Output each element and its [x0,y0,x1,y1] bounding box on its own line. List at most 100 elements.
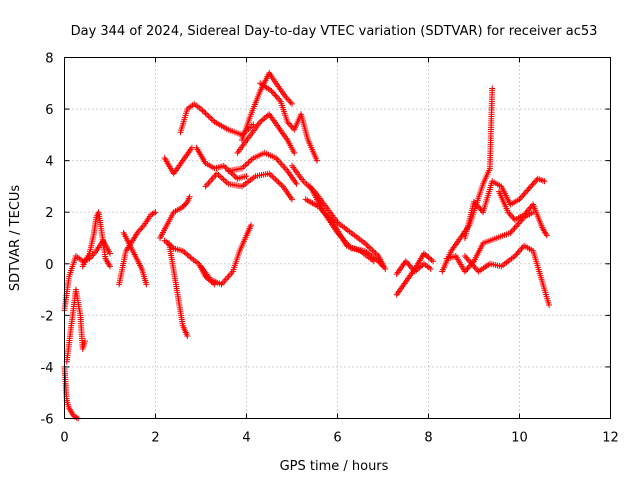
data-point-marker [513,251,520,258]
y-tick-label: -2 [41,309,54,324]
data-point-marker [521,211,528,218]
data-point-marker [476,204,483,211]
data-point-marker [526,184,533,191]
y-tick-label: 6 [45,103,53,118]
data-point-marker [529,181,536,188]
data-point-marker [268,88,275,95]
x-tick-label: 2 [151,431,159,446]
y-tick-label: -6 [41,413,54,428]
data-point-marker [430,258,437,265]
data-point-marker [81,338,88,345]
data-point-marker [461,268,468,275]
data-point-marker [184,332,191,339]
data-point-marker [273,93,280,100]
data-point-marker [543,232,550,239]
data-point-marker [275,179,282,186]
data-point-marker [516,196,523,203]
data-point-marker [366,244,373,251]
data-point-marker [205,113,212,120]
x-tick-label: 4 [242,431,250,446]
y-tick-label: -4 [41,361,54,376]
data-point-marker [286,97,293,104]
data-point-marker [507,212,514,219]
data-point-marker [525,186,532,193]
data-point-marker [515,248,522,255]
data-point-marker [288,123,295,130]
data-point-marker [380,263,386,270]
data-point-marker [511,253,518,260]
data-point-marker [186,193,193,200]
data-point-marker [243,173,250,180]
chart-title: Day 344 of 2024, Sidereal Day-to-day VTE… [71,24,598,39]
data-point-marker [427,265,434,272]
data-point-marker [465,264,472,271]
data-point-marker [289,100,295,107]
data-point-marker [201,108,208,115]
data-point-marker [207,114,214,121]
data-point-marker [138,225,145,232]
data-point-marker [272,176,279,183]
data-point-marker [204,111,211,118]
data-point-marker [526,205,533,212]
y-tick-label: 8 [45,52,53,67]
data-point-marker [289,196,295,203]
data-point-marker [510,215,517,222]
data-point-marker [474,203,481,210]
data-point-marker [477,206,484,213]
data-point-marker [364,243,371,250]
data-point-marker [378,262,385,269]
grid-lines [64,57,611,419]
data-point-marker [523,188,529,195]
x-tick-label: 8 [424,431,432,446]
data-point-marker [541,178,548,185]
data-point-marker [518,245,525,252]
data-point-marker [293,180,300,187]
data-point-marker [402,258,409,265]
data-point-marker [272,92,279,99]
data-point-marker [523,208,530,215]
data-point-marker [464,256,471,263]
data-point-marker [405,261,412,268]
data-point-marker [511,225,518,232]
data-point-marker [406,262,413,269]
data-point-marker [232,174,239,181]
data-point-marker [404,259,411,266]
data-point-marker [514,250,521,257]
data-point-marker [464,265,471,272]
data-point-marker [471,198,477,205]
data-point-marker [472,200,479,207]
y-tick-label: 0 [45,258,53,273]
data-point-marker [222,164,229,171]
data-point-marker [250,121,257,128]
data-point-marker [521,190,528,197]
data-point-marker [367,245,374,252]
data-point-marker [370,258,377,265]
data-point-marker [527,204,534,211]
data-point-marker [143,281,150,288]
x-tick-labels: 0 2 4 6 8 10 12 [60,431,618,446]
data-point-marker [270,174,277,181]
data-point-marker [514,222,521,229]
x-tick-label: 10 [511,431,528,446]
data-point-marker [287,122,294,129]
data-point-marker [284,96,291,103]
data-point-marker [291,149,298,156]
data-point-marker [530,180,537,187]
data-point-marker [287,99,294,106]
data-point-marker [512,223,519,230]
data-point-marker [137,226,144,233]
x-tick-label: 0 [60,431,68,446]
data-point-marker [463,267,470,274]
data-point-marker [517,247,524,254]
y-tick-labels: -6 -4 -2 0 2 4 6 8 [41,52,54,428]
x-axis-label: GPS time / hours [280,459,389,474]
data-point-marker [199,107,206,114]
x-tick-label: 12 [602,431,619,446]
data-point-marker [276,180,283,187]
data-point-marker [271,90,278,97]
data-point-marker [520,191,527,198]
y-tick-label: 4 [45,155,53,170]
data-point-marker [107,250,113,257]
data-point-marker [269,89,276,96]
